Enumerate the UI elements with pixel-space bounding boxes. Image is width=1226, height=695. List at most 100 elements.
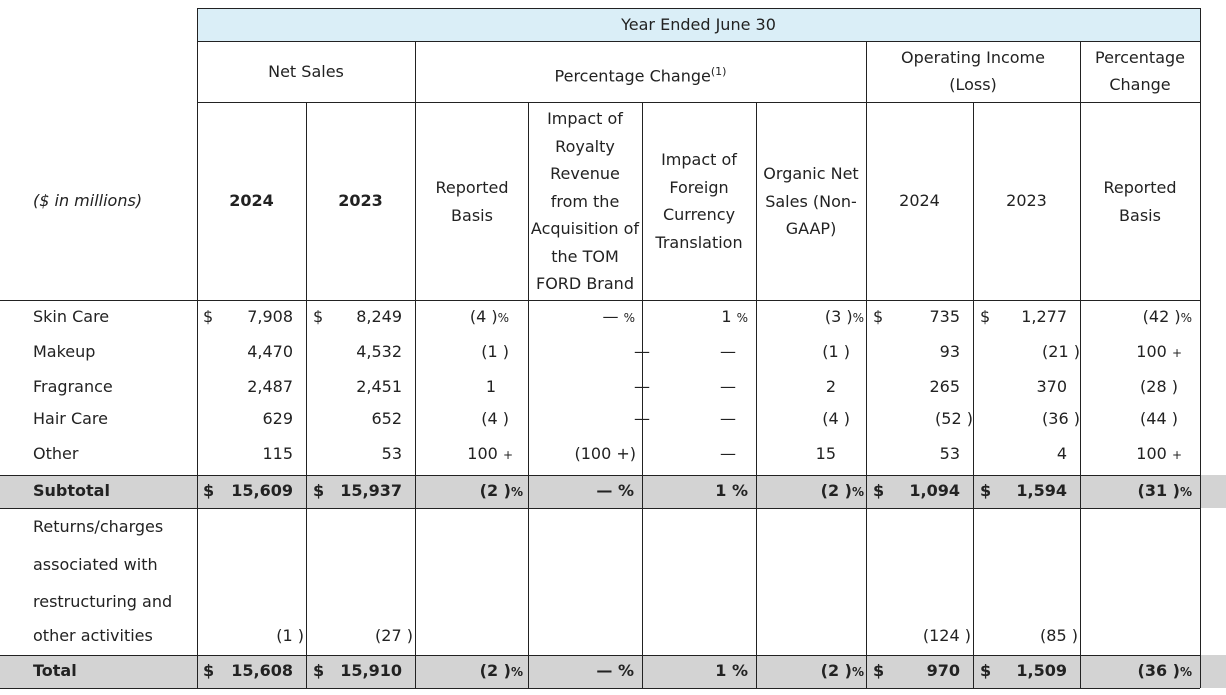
cell-total-organic: (2 )% [820, 661, 864, 680]
dollar-sign: $ [203, 307, 214, 326]
cell-total-royalty: — % [596, 661, 634, 680]
cell-subtotal-royalty: — % [596, 481, 634, 500]
cell-skin-care-royalty: — % [602, 307, 636, 326]
cell-hair-care-reported: (4 ) [481, 409, 509, 428]
rule-v-973 [973, 102, 974, 688]
rule-v-1080 [1080, 41, 1081, 688]
dollar-sign: $ [313, 307, 324, 326]
cell-other-oi2024: 53 [939, 444, 960, 463]
cell-makeup-oi2024: 93 [939, 342, 960, 361]
cell-other-reported: 100 + [467, 444, 513, 463]
cell-total-ns2024: 15,608 [231, 661, 293, 680]
cell-fragrance-royalty: — [634, 377, 650, 396]
row-label-makeup: Makeup [33, 342, 96, 361]
cell-other-ns2024: 115 [262, 444, 293, 463]
col-reported-basis: Reported Basis [435, 178, 509, 225]
cell-other-oi2023: 4 [1056, 444, 1067, 463]
row-label-fragrance: Fragrance [33, 377, 113, 396]
cell-returns-ns2024: (1 ) [276, 626, 304, 645]
col-2024-operating-income: 2024 [899, 191, 940, 210]
cell-other-change: 100 + [1136, 444, 1182, 463]
cell-subtotal-reported: (2 )% [479, 481, 523, 500]
cell-skin-care-fx: 1 % [721, 307, 748, 326]
cell-subtotal-oi2024: 1,094 [909, 481, 960, 500]
cell-total-reported: (2 )% [479, 661, 523, 680]
col-fx-impact: Impact of Foreign Currency Translation [655, 150, 743, 252]
period-header-band [197, 8, 1200, 41]
col-2024-net-sales: 2024 [229, 191, 274, 210]
dollar-sign: $ [873, 307, 884, 326]
cell-total-oi2023: 1,509 [1016, 661, 1067, 680]
cell-skin-care-ns2023: 8,249 [356, 307, 402, 326]
cell-other-royalty: (100 +) [574, 444, 636, 463]
cell-fragrance-fx: — [720, 377, 736, 396]
cell-fragrance-oi2023: 370 [1036, 377, 1067, 396]
rule-v-1200 [1200, 8, 1201, 688]
row-label-hair-care: Hair Care [33, 409, 108, 428]
cell-skin-care-organic: (3 )% [824, 307, 864, 326]
row-label-other: Other [33, 444, 79, 463]
rule-group [197, 102, 1200, 103]
cell-makeup-change: 100 + [1136, 342, 1182, 361]
cell-subtotal-change: (31 )% [1137, 481, 1193, 500]
cell-total-change: (36 )% [1137, 661, 1193, 680]
col-reported-basis-right: Reported Basis [1103, 178, 1177, 225]
cell-makeup-ns2024: 4,470 [247, 342, 293, 361]
rule-v-528 [528, 102, 529, 688]
dollar-sign: $ [203, 661, 215, 680]
cell-other-ns2023: 53 [381, 444, 402, 463]
cell-skin-care-ns2024: 7,908 [247, 307, 293, 326]
cell-returns-oi2023: (85 ) [1040, 626, 1078, 645]
rule-period [197, 41, 1200, 42]
cell-total-oi2024: 970 [926, 661, 960, 680]
rule-total-top [0, 655, 1200, 656]
dollar-sign: $ [203, 481, 215, 500]
percentage-change-heading: Percentage Change(1) [554, 65, 727, 86]
cell-makeup-reported: (1 ) [481, 342, 509, 361]
dollar-sign: $ [980, 661, 992, 680]
cell-fragrance-change: (28 ) [1140, 377, 1178, 396]
cell-hair-care-change: (44 ) [1140, 409, 1178, 428]
rule-top [197, 8, 1200, 9]
col-organic-net-sales: Organic Net Sales (Non-GAAP) [763, 164, 859, 238]
rule-subtotal-top [0, 475, 1200, 476]
cell-hair-care-oi2023: (36 ) [1042, 409, 1080, 428]
operating-income-heading: Operating Income (Loss) [901, 48, 1045, 94]
cell-other-organic: 15 [815, 444, 836, 463]
dollar-sign: $ [980, 307, 991, 326]
cell-returns-oi2024: (124 ) [922, 626, 971, 645]
net-sales-heading: Net Sales [268, 62, 344, 81]
row-label-subtotal: Subtotal [33, 481, 110, 500]
cell-fragrance-ns2023: 2,451 [356, 377, 402, 396]
cell-total-fx: 1 % [715, 661, 748, 680]
dollar-sign: $ [980, 481, 992, 500]
cell-skin-care-reported: (4 )% [469, 307, 509, 326]
cell-hair-care-oi2024: (52 ) [935, 409, 973, 428]
subtotal-row-band [0, 475, 1226, 508]
cell-makeup-ns2023: 4,532 [356, 342, 402, 361]
cell-makeup-royalty: — [634, 342, 650, 361]
dollar-sign: $ [873, 661, 885, 680]
total-row-band [0, 655, 1226, 688]
cell-hair-care-fx: — [720, 409, 736, 428]
cell-hair-care-organic: (4 ) [822, 409, 850, 428]
col-2023-net-sales: 2023 [338, 191, 383, 210]
row-label-returns-line-4: other activities [33, 626, 153, 645]
cell-makeup-oi2023: (21 ) [1042, 342, 1080, 361]
cell-subtotal-ns2024: 15,609 [231, 481, 293, 500]
cell-fragrance-ns2024: 2,487 [247, 377, 293, 396]
cell-hair-care-ns2023: 652 [371, 409, 402, 428]
cell-skin-care-change: (42 )% [1142, 307, 1192, 326]
rule-total-bottom [0, 688, 1200, 689]
cell-skin-care-oi2024: 735 [929, 307, 960, 326]
row-label-skin-care: Skin Care [33, 307, 110, 326]
rule-v-642 [642, 102, 643, 688]
footnote-marker: (1) [710, 65, 727, 78]
cell-makeup-organic: (1 ) [822, 342, 850, 361]
cell-fragrance-organic: 2 [825, 377, 836, 396]
rule-v-415 [415, 41, 416, 688]
row-label-returns-line-2: associated with [33, 555, 158, 574]
dollar-sign: $ [313, 481, 325, 500]
cell-subtotal-organic: (2 )% [820, 481, 864, 500]
row-label-returns-line-3: restructuring and [33, 592, 173, 611]
